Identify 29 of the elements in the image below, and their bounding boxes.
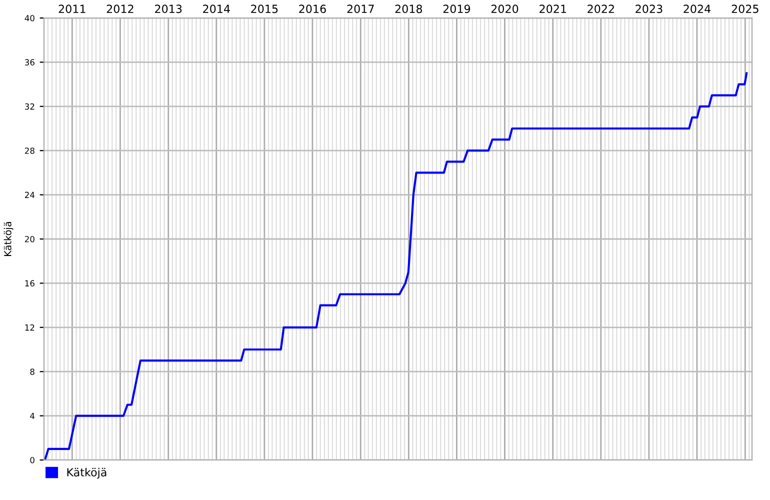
y-tick-label: 40 bbox=[24, 14, 34, 22]
x-tick-label: 2025 bbox=[732, 4, 758, 14]
x-tick-label: 2016 bbox=[299, 4, 326, 14]
y-tick-label: 0 bbox=[30, 456, 34, 464]
y-tick-label: 32 bbox=[25, 103, 34, 110]
y-tick-label: 4 bbox=[30, 412, 35, 419]
x-tick-label: 2011 bbox=[58, 4, 86, 14]
line-series bbox=[44, 72, 748, 460]
x-tick-label: 2013 bbox=[155, 4, 182, 14]
y-tick-label: 20 bbox=[24, 236, 34, 242]
x-tick-label: 2014 bbox=[203, 4, 230, 14]
x-tick-label: 2015 bbox=[251, 4, 278, 14]
y-tick-label: 12 bbox=[25, 324, 34, 331]
x-tick-label: 2012 bbox=[106, 4, 134, 14]
x-tick-label: 2017 bbox=[347, 4, 374, 14]
y-tick-label: 16 bbox=[25, 280, 34, 286]
y-tick-label: 24 bbox=[24, 192, 35, 198]
x-tick-label: 2024 bbox=[684, 4, 711, 14]
x-tick-label: 2019 bbox=[443, 4, 470, 14]
y-axis-title: Kätköjä bbox=[4, 222, 14, 256]
x-tick-label: 2018 bbox=[395, 4, 422, 14]
y-tick-label: 8 bbox=[30, 368, 34, 375]
y-tick-label: 36 bbox=[25, 59, 34, 66]
x-tick-label: 2023 bbox=[636, 4, 662, 14]
y-tick-label: 28 bbox=[24, 148, 34, 154]
legend-label: Kätköjä bbox=[67, 468, 106, 479]
x-tick-label: 2022 bbox=[588, 4, 614, 14]
x-tick-label: 2021 bbox=[540, 4, 566, 14]
x-tick-label: 2020 bbox=[491, 4, 518, 14]
